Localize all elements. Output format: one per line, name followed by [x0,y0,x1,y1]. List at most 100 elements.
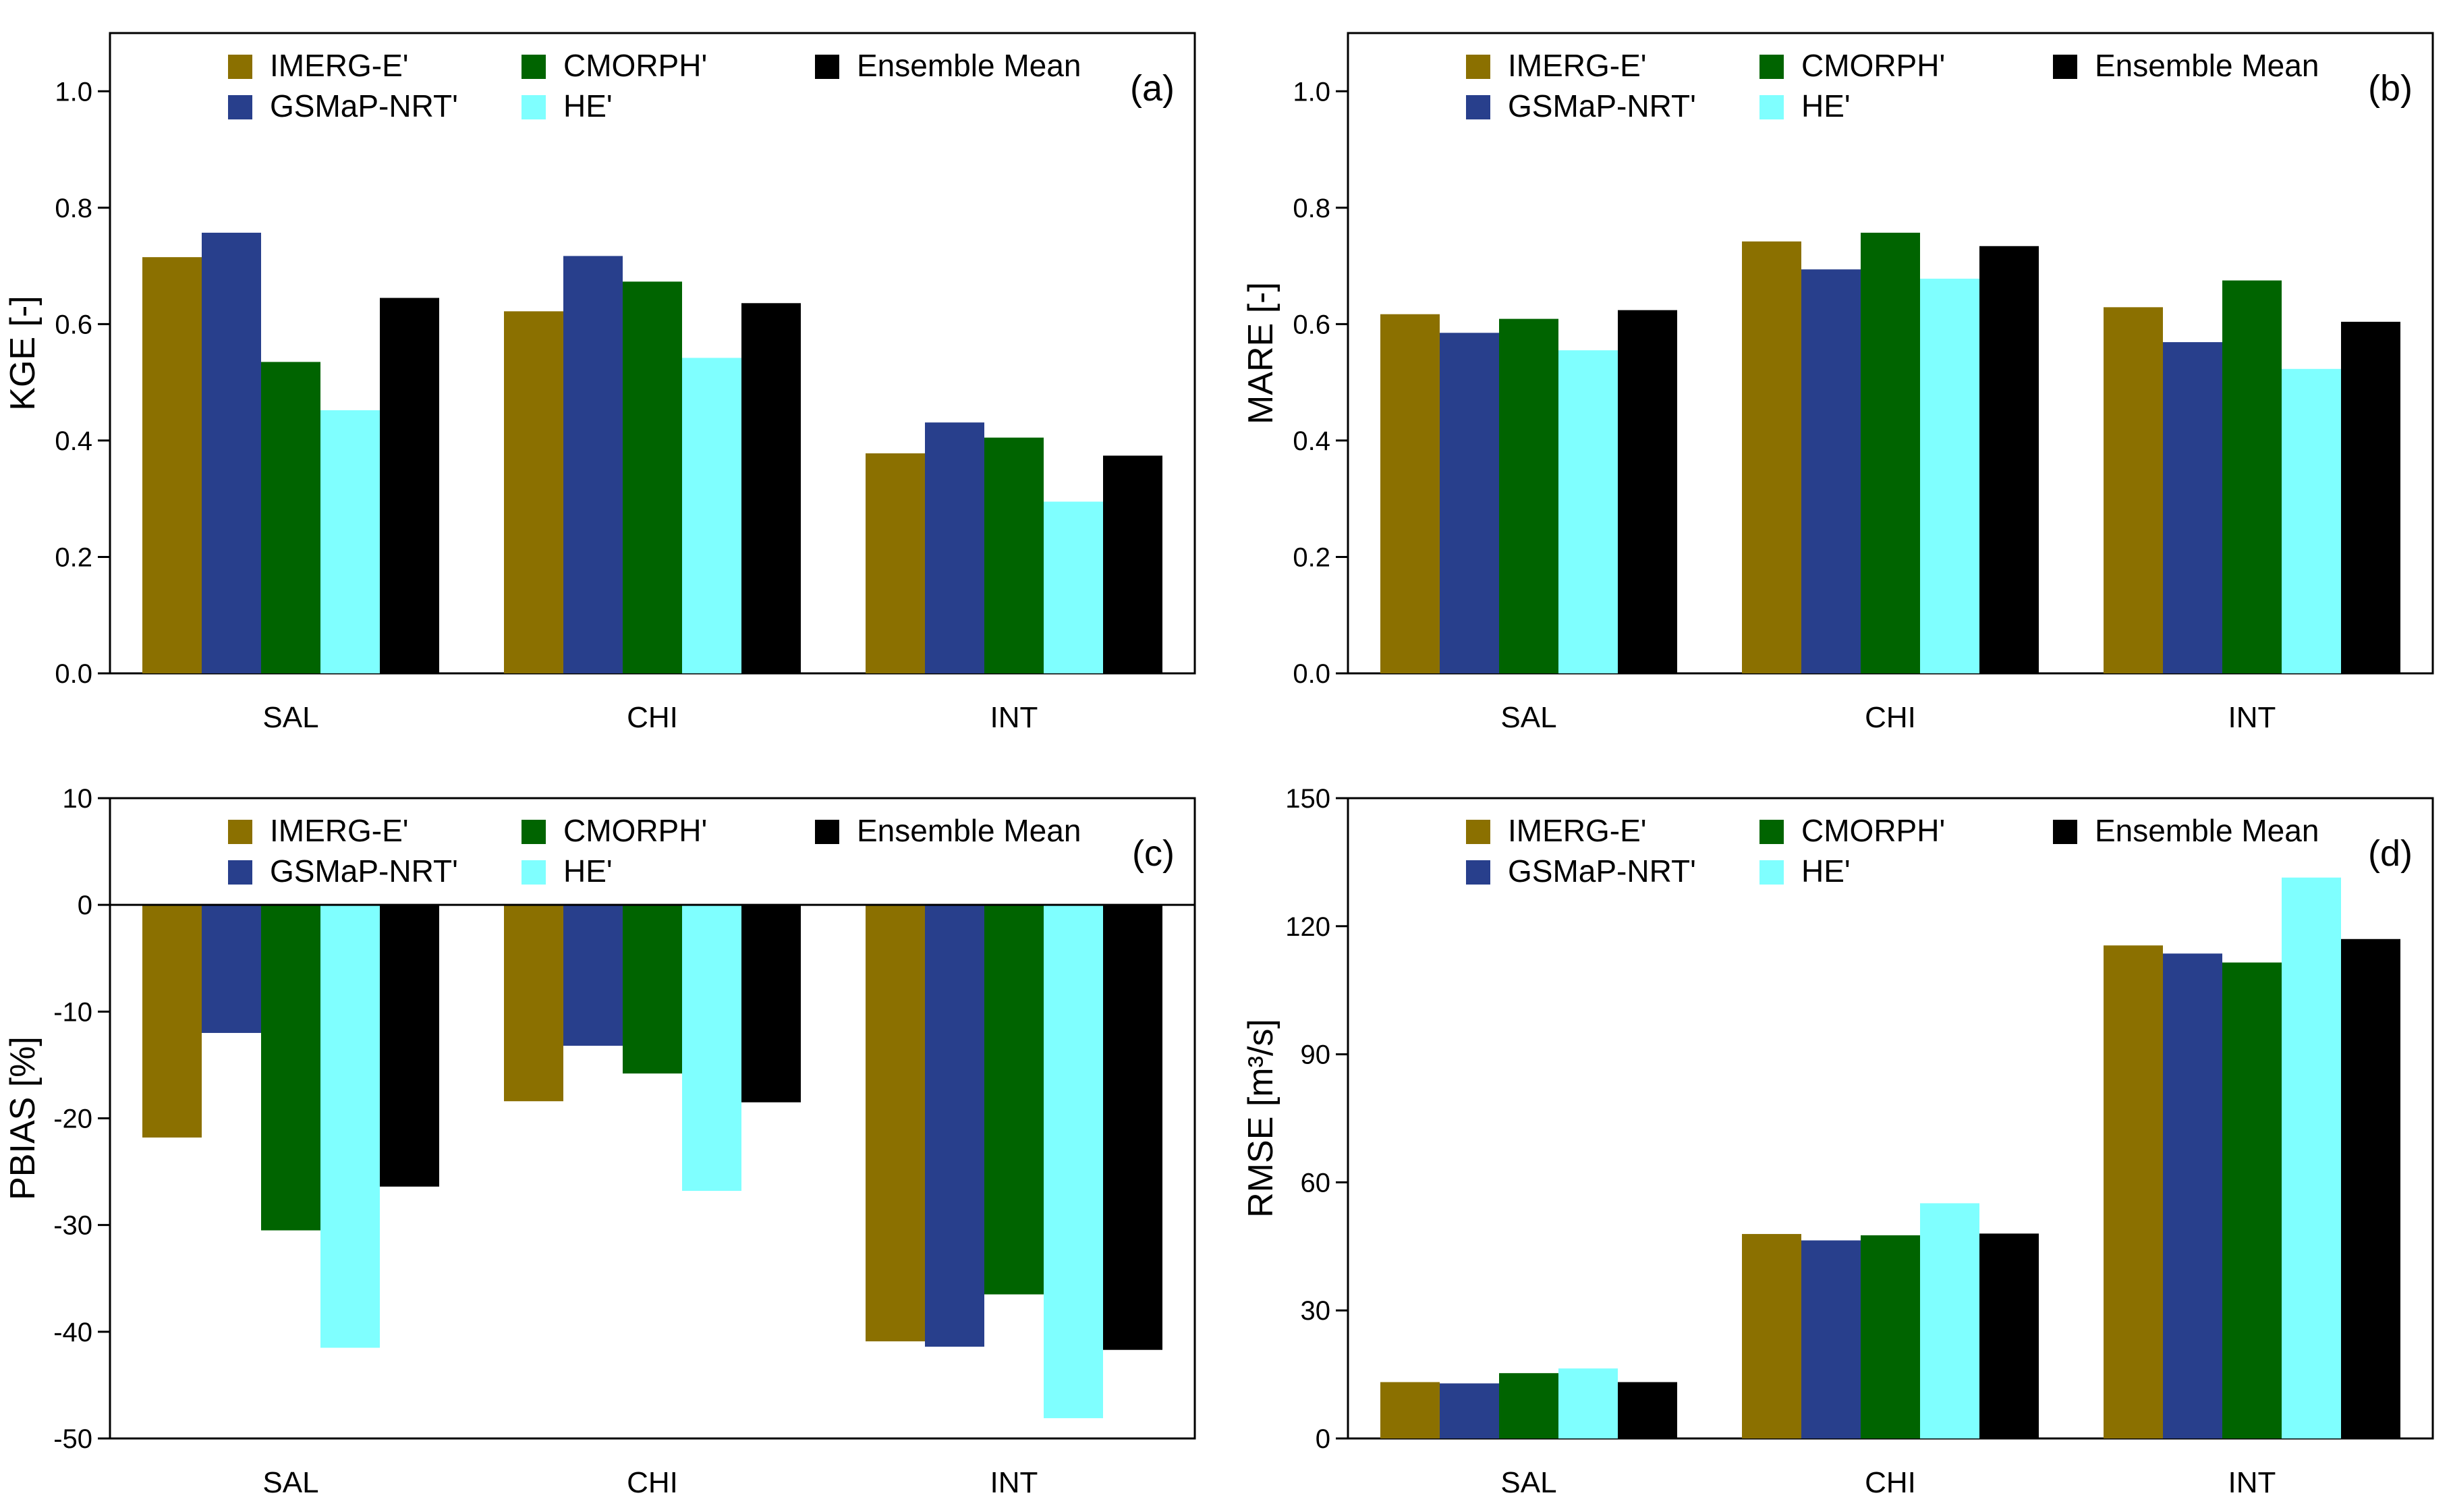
legend-label: IMERG-E' [270,813,409,848]
bar-d-int-5 [2341,939,2400,1438]
x-category-label: SAL [262,1466,318,1499]
y-tick-label: 120 [1285,912,1330,942]
y-tick-label: 0.0 [55,659,92,689]
y-tick-label: 0 [78,891,92,920]
panel-label: (c) [1132,833,1175,874]
bar-a-sal-1 [142,257,202,673]
bar-b-sal-2 [1440,333,1499,673]
bar-b-int-1 [2104,307,2163,673]
legend-swatch [1466,860,1490,885]
bar-b-sal-1 [1380,314,1440,673]
bar-c-int-3 [984,905,1044,1295]
legend-label: CMORPH' [1801,48,1945,83]
legend-label: HE' [1801,88,1851,123]
legend-swatch [2053,55,2077,79]
y-tick-label: 0.8 [1293,194,1330,223]
y-tick-label: 0.6 [1293,310,1330,339]
legend-label: IMERG-E' [1508,48,1647,83]
bar-d-int-4 [2282,877,2341,1438]
y-tick-label: 1.0 [1293,77,1330,107]
y-axis-title: KGE [-] [3,296,43,410]
bar-a-chi-3 [623,281,682,674]
bar-d-sal-4 [1558,1368,1618,1438]
legend-swatch [228,820,252,844]
bar-b-sal-3 [1499,318,1558,673]
bar-a-int-4 [1044,501,1103,673]
bar-c-int-1 [866,905,925,1342]
bar-d-int-1 [2104,945,2163,1438]
bar-d-int-3 [2222,962,2282,1438]
y-tick-label: -10 [53,997,92,1027]
bar-a-chi-4 [682,358,741,673]
legend-label: GSMaP-NRT' [1508,853,1696,889]
panel-label: (d) [2368,833,2413,874]
legend-swatch [1466,820,1490,844]
bar-a-chi-1 [504,311,563,673]
bar-c-chi-2 [563,905,623,1046]
bar-b-int-5 [2341,321,2400,673]
y-tick-label: 0.4 [1293,426,1330,456]
legend: IMERG-E' GSMaP-NRT' CMORPH' HE' Ensemble Mea… [228,48,1081,123]
legend-label: CMORPH' [1801,813,1945,848]
x-category-label: CHI [627,701,678,734]
legend-label: GSMaP-NRT' [270,853,458,889]
bar-c-int-4 [1044,905,1103,1418]
legend-label: CMORPH' [563,813,707,848]
legend-label: HE' [1801,853,1851,889]
legend-swatch [1759,55,1784,79]
x-category-label: CHI [1865,701,1916,734]
legend-swatch [1759,95,1784,119]
legend-label: Ensemble Mean [857,813,1081,848]
bar-c-sal-5 [380,905,439,1187]
y-tick-label: -30 [53,1211,92,1241]
y-tick-label: 0.2 [1293,542,1330,572]
bar-b-int-4 [2282,368,2341,673]
legend-swatch [1759,820,1784,844]
y-axis-title: MARE [-] [1241,282,1280,424]
y-tick-label: 0 [1316,1424,1330,1454]
bar-d-chi-5 [1979,1233,2039,1438]
legend-swatch [1466,55,1490,79]
legend-label: IMERG-E' [270,48,409,83]
legend-label: GSMaP-NRT' [1508,88,1696,123]
bar-c-sal-4 [320,905,380,1348]
y-tick-label: 1.0 [55,77,92,107]
x-category-label: INT [2228,1466,2276,1499]
bar-b-chi-5 [1979,246,2039,673]
bar-d-sal-3 [1499,1373,1558,1438]
bar-a-int-1 [866,453,925,673]
bar-b-chi-1 [1742,241,1801,674]
bar-d-chi-4 [1920,1203,1979,1438]
x-category-label: INT [990,1466,1038,1499]
legend-swatch [228,860,252,885]
bar-c-sal-1 [142,905,202,1138]
y-tick-label: -40 [53,1318,92,1347]
legend-label: IMERG-E' [1508,813,1647,848]
x-category-label: INT [990,701,1038,734]
bar-b-int-3 [2222,280,2282,674]
legend-label: HE' [563,88,613,123]
y-tick-label: 0.0 [1293,659,1330,689]
y-axis-title: RMSE [m³/s] [1241,1019,1280,1218]
legend-swatch [522,820,546,844]
y-tick-label: 60 [1301,1168,1331,1198]
y-tick-label: -20 [53,1104,92,1134]
bar-c-sal-2 [202,905,261,1033]
bar-c-int-2 [925,905,984,1347]
bar-d-chi-1 [1742,1233,1801,1438]
panel-label: (a) [1130,68,1175,109]
panel-c: -50 -40 -30 -20 -10 0 10 SAL CHI INT PBIAS [%] (c) I… [3,784,1196,1499]
legend-label: Ensemble Mean [2095,813,2319,848]
x-category-label: SAL [262,701,318,734]
legend-swatch [2053,820,2077,844]
bar-d-sal-5 [1618,1382,1677,1438]
bar-a-chi-5 [741,303,801,674]
panel-a: 0.0 0.2 0.4 0.6 0.8 1.0 SAL CHI INT KGE [-] (a) IME… [3,32,1196,734]
bar-d-sal-2 [1440,1383,1499,1438]
bar-b-int-2 [2163,342,2222,673]
legend-swatch [228,55,252,79]
legend-swatch [1759,860,1784,885]
y-tick-label: 10 [63,784,93,814]
legend-label: Ensemble Mean [857,48,1081,83]
legend-swatch [228,95,252,119]
